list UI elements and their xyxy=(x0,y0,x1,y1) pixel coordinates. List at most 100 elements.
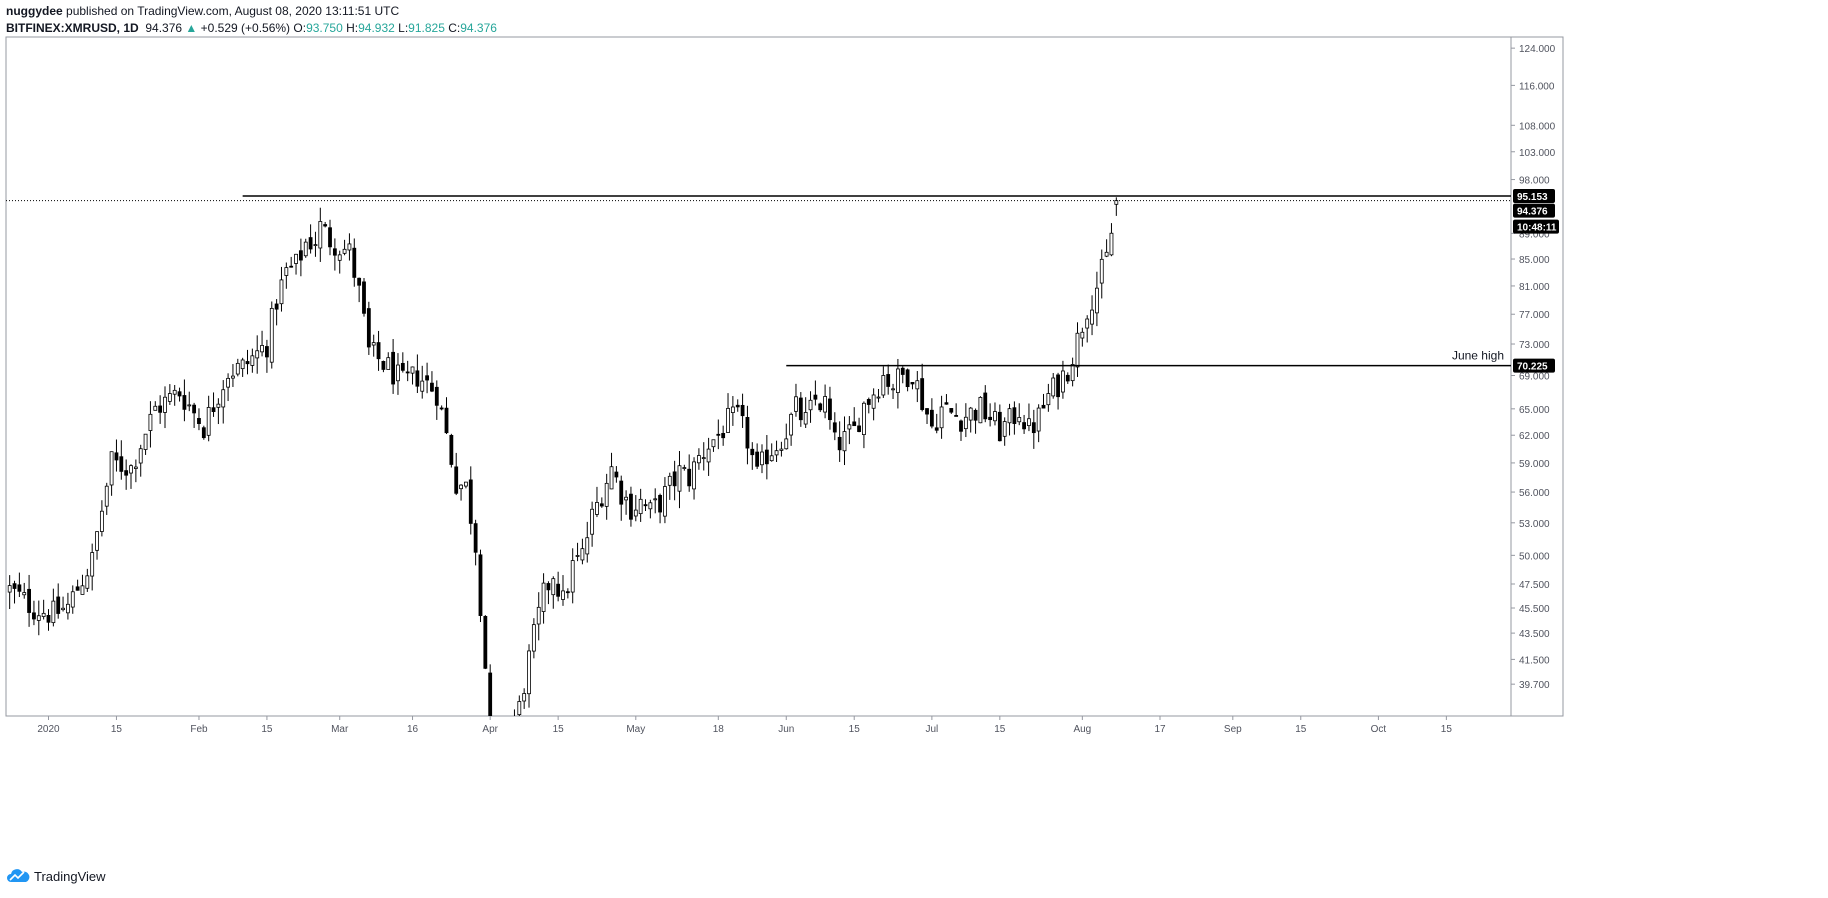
x-tick-label: 2020 xyxy=(37,724,60,735)
candle-down xyxy=(818,403,823,411)
candle-down xyxy=(1022,422,1027,430)
candle-down xyxy=(454,466,459,494)
candle-up xyxy=(386,357,391,370)
candle-down xyxy=(813,394,818,400)
candle-up xyxy=(891,388,895,391)
candle-up xyxy=(862,402,866,436)
candle-up xyxy=(1090,309,1094,325)
candle-down xyxy=(391,351,396,385)
candle-down xyxy=(444,407,449,434)
candle-up xyxy=(163,396,167,413)
candle-down xyxy=(949,408,954,413)
candle-down xyxy=(274,303,279,310)
candle-up xyxy=(794,396,798,412)
candle-up xyxy=(508,731,511,739)
candle-up xyxy=(347,243,352,251)
candle-down xyxy=(929,409,934,427)
candle-down xyxy=(430,382,434,392)
candle-down xyxy=(619,480,624,505)
candle-down xyxy=(866,399,871,405)
candle-up xyxy=(235,362,240,375)
tradingview-brand[interactable]: TradingView xyxy=(34,868,106,884)
candle-up xyxy=(789,413,794,436)
candle-down xyxy=(828,398,832,421)
candle-up xyxy=(570,560,575,593)
candle-down xyxy=(1031,422,1036,434)
candle-down xyxy=(478,554,483,616)
candle-down xyxy=(658,494,662,513)
candle-up xyxy=(939,406,944,429)
candle-down xyxy=(920,378,925,410)
candle-up xyxy=(531,624,536,652)
candle-down xyxy=(177,391,182,397)
candle-down xyxy=(954,415,959,417)
june-high-line-price-label-bg xyxy=(1513,358,1555,373)
candle-up xyxy=(269,307,274,363)
candle-down xyxy=(211,407,216,413)
candle-up xyxy=(1002,421,1007,437)
candle-up xyxy=(517,701,522,716)
candle-up xyxy=(133,466,138,469)
candle-up xyxy=(1114,200,1119,205)
last-price-label-bg xyxy=(1513,203,1555,218)
candle-up xyxy=(104,485,109,507)
y-tick-label: 45.500 xyxy=(1519,604,1550,615)
candle-up xyxy=(337,254,342,261)
candle-up xyxy=(410,366,415,374)
candle-down xyxy=(798,397,803,421)
candle-down xyxy=(488,672,493,716)
candle-up xyxy=(730,406,735,414)
candle-up xyxy=(993,411,997,422)
candle-up xyxy=(371,342,376,346)
candle-down xyxy=(629,493,633,520)
candle-up xyxy=(1027,418,1031,427)
y-tick-label: 39.700 xyxy=(1519,680,1550,691)
candle-down xyxy=(376,342,381,360)
author-name[interactable]: nuggydee xyxy=(6,4,63,18)
x-tick-label: Oct xyxy=(1371,724,1387,735)
countdown-label-bg xyxy=(1513,219,1559,234)
candle-down xyxy=(245,361,250,365)
bar-countdown-label: 10:48:11 xyxy=(1517,223,1557,234)
x-tick-label: 15 xyxy=(111,724,123,735)
candle-down xyxy=(973,409,978,421)
candle-down xyxy=(755,451,760,467)
candle-up xyxy=(70,591,75,608)
y-tick-label: 53.000 xyxy=(1519,519,1550,530)
candle-down xyxy=(352,247,357,278)
tradingview-cloud-logo-icon[interactable] xyxy=(6,868,30,884)
candle-down xyxy=(265,346,269,358)
candle-down xyxy=(56,596,61,614)
candle-down xyxy=(17,584,22,592)
candle-up xyxy=(575,555,580,557)
candle-up xyxy=(138,448,143,464)
candle-down xyxy=(473,523,478,553)
candle-up xyxy=(420,380,425,392)
candle-up xyxy=(1070,364,1075,382)
candle-up xyxy=(711,439,716,448)
candle-down xyxy=(124,470,129,476)
y-tick-label: 47.500 xyxy=(1519,580,1550,591)
x-tick-label: 15 xyxy=(1295,724,1307,735)
candle-up xyxy=(1094,287,1099,314)
candle-up xyxy=(842,431,847,452)
candle-down xyxy=(614,471,619,478)
y-tick-label: 69.000 xyxy=(1519,371,1550,382)
candle-down xyxy=(415,370,420,387)
candle-up xyxy=(313,244,318,247)
candle-up xyxy=(187,404,192,407)
candle-down xyxy=(1056,374,1060,398)
candle-down xyxy=(1065,374,1070,382)
y-tick-label: 108.000 xyxy=(1519,121,1556,132)
candle-up xyxy=(696,455,701,464)
candle-up xyxy=(143,433,148,450)
candle-up xyxy=(784,438,789,450)
x-tick-label: 15 xyxy=(1441,724,1453,735)
y-tick-label: 65.000 xyxy=(1519,405,1550,416)
candle-down xyxy=(672,471,677,487)
x-tick-label: Aug xyxy=(1073,724,1091,735)
candle-up xyxy=(231,375,235,379)
candle-up xyxy=(459,484,463,490)
candle-up xyxy=(803,412,808,425)
